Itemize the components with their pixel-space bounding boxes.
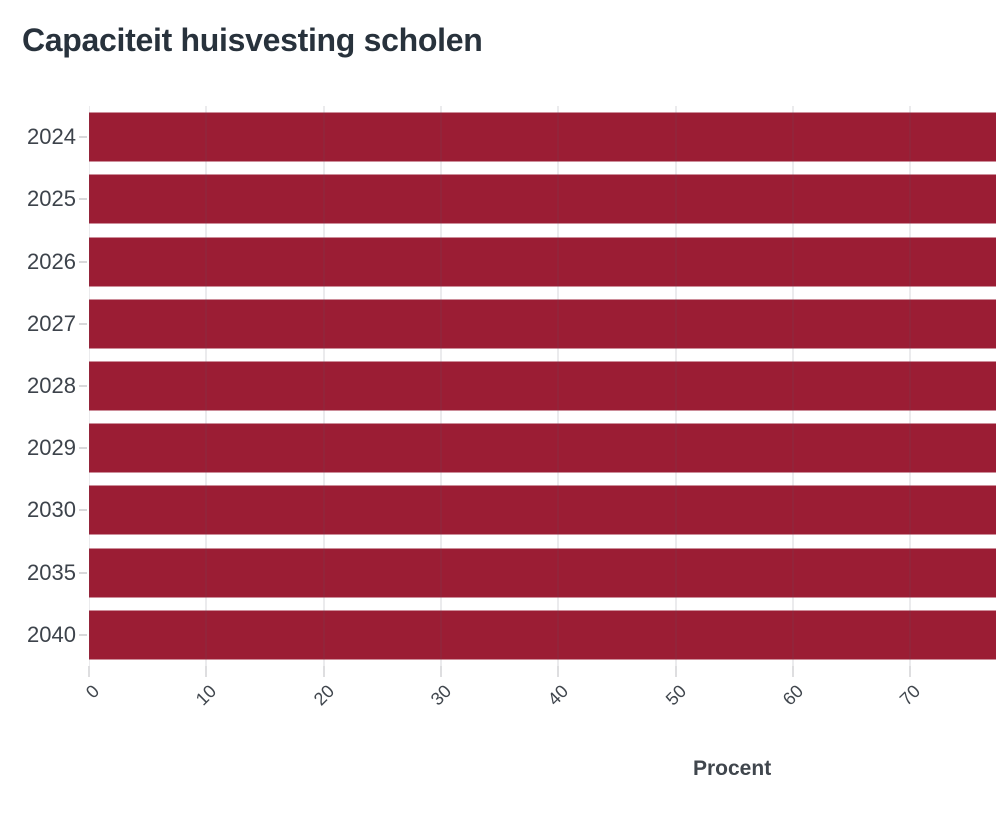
- x-axis-tickmark: [322, 666, 325, 677]
- bar-chart-rows: 2024 2025 2026 2027 2028 2029 2030 2035 2040: [0, 106, 996, 666]
- y-axis-label: 2040: [27, 621, 76, 647]
- bar-row: 2025: [0, 168, 996, 230]
- x-axis-tickmark: [674, 666, 677, 677]
- x-axis-tickmark: [909, 666, 912, 677]
- y-axis-label: 2025: [27, 186, 76, 212]
- bar-2029: [89, 423, 996, 473]
- y-axis-tickmark: [79, 509, 87, 512]
- bar-2026: [89, 237, 996, 287]
- bar-track: [89, 230, 996, 292]
- bar-row: 2040: [0, 604, 996, 666]
- y-axis-label: 2026: [27, 248, 76, 274]
- bar-2024: [89, 112, 996, 162]
- y-axis-tickmark: [79, 571, 87, 574]
- x-axis-tickmark: [792, 666, 794, 677]
- bar-track: [89, 355, 996, 417]
- y-axis-label: 2030: [27, 497, 76, 523]
- bar-2030: [89, 485, 996, 535]
- x-axis-tick-label: 0: [81, 681, 104, 703]
- bar-2028: [89, 361, 996, 411]
- y-axis-label: 2035: [27, 559, 76, 585]
- x-axis-tickmark: [88, 666, 90, 677]
- bar-2040: [89, 610, 996, 660]
- x-axis-tick-label: 70: [896, 681, 925, 710]
- bar-track: [89, 168, 996, 230]
- bar-row: 2028: [0, 355, 996, 417]
- x-axis-tick-label: 10: [192, 681, 221, 710]
- y-axis-label: 2029: [27, 435, 76, 461]
- y-axis-tickmark: [79, 260, 87, 263]
- x-axis-title: Procent: [693, 757, 772, 780]
- x-axis-tick-labels: 0 10 20 30 40 50 60 70: [82, 681, 996, 726]
- x-axis-tickmark: [440, 666, 442, 677]
- y-axis-label: 2027: [27, 310, 76, 336]
- bar-row: 2029: [0, 417, 996, 479]
- bar-track: [89, 106, 996, 168]
- y-axis-tickmark: [79, 633, 87, 636]
- y-axis-label: 2028: [27, 372, 76, 398]
- bar-2035: [89, 548, 996, 598]
- bar-2027: [89, 299, 996, 349]
- x-axis-tick-label: 40: [544, 681, 573, 710]
- bar-row: 2024: [0, 106, 996, 168]
- y-axis-tickmark: [79, 384, 87, 387]
- x-axis-tickmarks: [88, 666, 996, 677]
- x-axis-tick-label: 60: [778, 681, 808, 710]
- x-axis-tickmark: [557, 666, 560, 677]
- y-axis-tickmark: [79, 198, 87, 201]
- bar-track: [89, 542, 996, 604]
- bar-row: 2035: [0, 542, 996, 604]
- bar-track: [89, 293, 996, 355]
- x-axis-tick-label: 30: [426, 681, 456, 710]
- bar-row: 2030: [0, 479, 996, 541]
- x-axis-tick-label: 20: [309, 681, 338, 710]
- bar-track: [89, 479, 996, 541]
- bar-2025: [89, 174, 996, 224]
- chart-title: Capaciteit huisvesting scholen: [22, 22, 483, 58]
- bar-row: 2026: [0, 230, 996, 292]
- bar-track: [89, 604, 996, 666]
- y-axis-tickmark: [79, 136, 87, 139]
- y-axis-label: 2024: [27, 124, 76, 150]
- y-axis-tickmark: [79, 322, 87, 325]
- bar-track: [89, 417, 996, 479]
- y-axis-tickmark: [79, 447, 87, 450]
- x-axis-tickmark: [205, 666, 208, 677]
- x-axis-tick-label: 50: [661, 681, 690, 710]
- bar-row: 2027: [0, 293, 996, 355]
